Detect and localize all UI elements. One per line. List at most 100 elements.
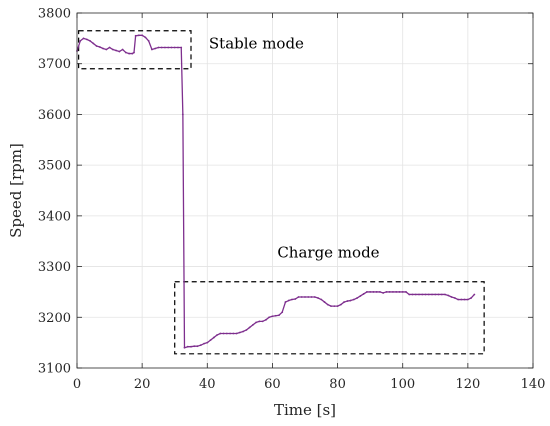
speed-data-point (102, 47, 104, 50)
x-tick-label: 40 (199, 377, 216, 392)
speed-data-point (137, 34, 140, 37)
speed-data-point (170, 46, 173, 49)
speed-data-point (294, 298, 297, 300)
speed-data-point (222, 332, 225, 335)
x-tick-label: 120 (455, 377, 480, 392)
speed-data-point (336, 305, 339, 308)
speed-data-point (261, 320, 264, 323)
y-tick-label: 3700 (38, 57, 71, 72)
y-tick-label: 3600 (38, 108, 71, 123)
speed-data-point (199, 344, 202, 347)
speed-data-point (265, 318, 267, 321)
speed-data-point (388, 291, 391, 293)
speed-data-point (359, 295, 362, 297)
y-tick-label: 3400 (38, 209, 71, 224)
speed-data-point (297, 296, 300, 298)
speed-data-point (181, 113, 184, 116)
speed-data-point (144, 36, 147, 39)
speed-data-point (92, 42, 95, 45)
speed-data-point (281, 311, 284, 314)
series-layer (76, 34, 476, 349)
y-tick-label: 3100 (38, 362, 71, 377)
speed-data-point (362, 293, 365, 295)
speed-data-point (408, 293, 411, 296)
speed-data-point (160, 46, 163, 49)
speed-data-point (131, 52, 134, 55)
speed-data-point (317, 297, 319, 299)
speed-data-point (133, 51, 135, 54)
speed-data-point (190, 345, 192, 348)
speed-data-point (177, 46, 179, 49)
speed-data-point (401, 291, 404, 293)
speed-data-point (232, 332, 235, 335)
speed-data-point (287, 299, 290, 302)
speed-data-point (405, 291, 407, 293)
speed-data-point (411, 293, 414, 296)
speed-data-point (134, 34, 137, 37)
y-tick-label: 3200 (38, 311, 71, 326)
speed-data-point (457, 298, 459, 301)
speed-data-point (258, 320, 261, 323)
speed-data-point (463, 298, 466, 301)
speed-data-point (173, 46, 176, 49)
speed-data-point (372, 291, 375, 293)
charge-mode-box (174, 281, 485, 355)
speed-data-point (147, 39, 150, 42)
speed-data-point (98, 46, 101, 48)
speed-data-point (444, 293, 446, 296)
speed-data-point (216, 334, 218, 336)
speed-data-point (111, 48, 114, 51)
speed-data-point (108, 46, 111, 49)
speed-data-point (186, 345, 189, 348)
speed-data-point (369, 291, 372, 293)
speed-data-point (460, 298, 463, 301)
speed-data-point (242, 330, 245, 333)
speed-data-point (180, 46, 183, 49)
speed-data-point (248, 326, 251, 329)
speed-data-point (124, 51, 127, 54)
speed-data-point (450, 296, 453, 298)
speed-data-point (339, 303, 342, 306)
speed-data-point (154, 47, 157, 50)
speed-data-point (167, 46, 170, 49)
x-tick-label: 0 (73, 377, 81, 392)
speed-data-point (284, 301, 287, 303)
speed-data-point (193, 345, 196, 348)
stable-mode-label: Stable mode (209, 35, 304, 53)
y-axis-label: Speed [rpm] (7, 143, 25, 238)
speed-data-point (255, 321, 258, 324)
speed-data-point (95, 45, 98, 47)
y-tick-label: 3300 (38, 260, 71, 275)
speed-data-point (274, 314, 277, 317)
annotation-boxes (78, 30, 485, 355)
speed-data-point (431, 293, 433, 296)
speed-data-point (245, 329, 248, 331)
speed-data-point (453, 297, 456, 299)
speed-series-line (76, 34, 475, 349)
speed-data-point (382, 292, 385, 294)
speed-data-point (196, 345, 199, 348)
x-tick-label: 100 (390, 377, 415, 392)
speed-data-point (307, 296, 310, 298)
speed-data-point (115, 49, 117, 52)
speed-data-point (333, 305, 336, 308)
speed-data-point (238, 331, 241, 334)
speed-data-point (447, 294, 450, 297)
speed-data-point (395, 291, 398, 293)
speed-data-point (82, 37, 85, 40)
speed-data-point (300, 296, 303, 298)
speed-data-point (203, 342, 205, 345)
speed-data-point (105, 48, 108, 51)
speed-data-point (219, 332, 222, 335)
speed-data-point (251, 323, 254, 326)
speed-data-point (304, 296, 306, 298)
speed-data-point (437, 293, 440, 296)
speed-data-point (349, 299, 352, 302)
speed-data-point (385, 291, 388, 293)
speed-data-point (157, 46, 160, 49)
stable-mode-box (78, 30, 192, 70)
speed-data-point (225, 332, 228, 335)
speed-data-point (79, 39, 82, 42)
speed-data-point (212, 336, 215, 339)
x-tick-label: 140 (521, 377, 546, 392)
